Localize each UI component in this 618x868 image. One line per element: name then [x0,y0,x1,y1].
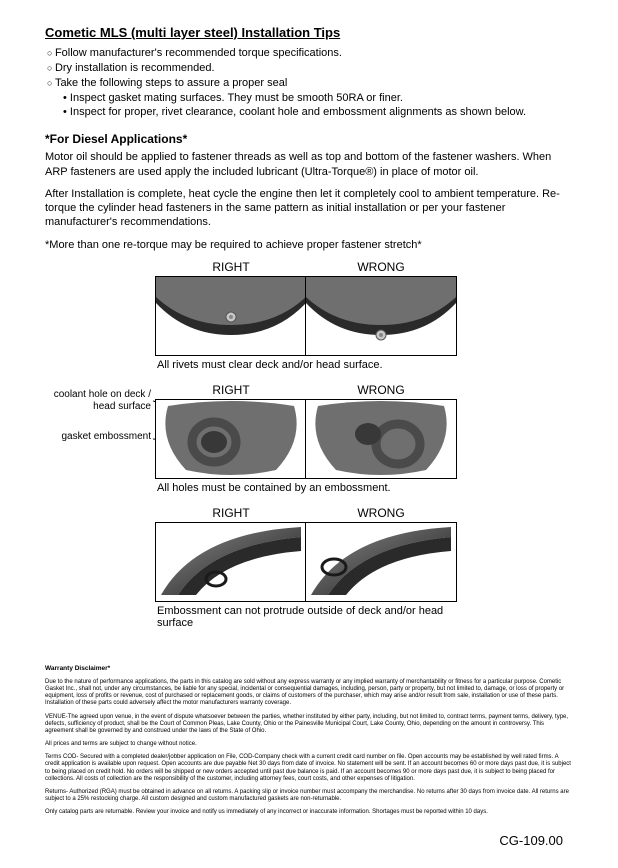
disclaimer-p: Due to the nature of performance applica… [45,679,573,708]
disclaimer-heading: Warranty Disclaimer* [45,665,573,673]
callout-emboss: gasket embossment [62,431,152,443]
disclaimer-p: Terms COD- Secured with a completed deal… [45,754,573,783]
diagram-caption: All rivets must clear deck and/or head s… [155,359,457,371]
diagram-row-3: RIGHT WRONG [45,506,573,635]
diagram-cell-wrong [306,400,456,478]
bullet-subitem: Inspect for proper, rivet clearance, coo… [45,105,573,120]
diesel-heading: *For Diesel Applications* [45,132,573,146]
diesel-p1: Motor oil should be applied to fastener … [45,150,573,179]
right-label: RIGHT [156,506,306,522]
wrong-label: WRONG [306,383,456,399]
diagram-cell-right [156,400,306,478]
diagram-cell-wrong [306,523,456,601]
diagram-caption: All holes must be contained by an emboss… [155,482,457,494]
disclaimer-p: Returns- Authorized (RGA) must be obtain… [45,789,573,803]
disclaimer-block: Warranty Disclaimer* Due to the nature o… [45,665,573,817]
diagram-cell-right [156,523,306,601]
wrong-label: WRONG [306,506,456,522]
disclaimer-p: All prices and terms are subject to chan… [45,741,573,748]
diagram-row-1: RIGHT WRONG [45,260,573,377]
diagram-caption: Embossment can not protrude outside of d… [155,605,457,629]
disclaimer-p: VENUE-The agreed upon venue, in the even… [45,714,573,736]
bullet-item: Follow manufacturer's recommended torque… [45,46,573,61]
callout-coolant: coolant hole on deck / head surface [45,389,151,413]
right-label: RIGHT [156,260,306,276]
bullet-item: Take the following steps to assure a pro… [45,76,573,91]
diagram-cell-wrong [306,277,456,355]
bullet-item: Dry installation is recommended. [45,61,573,76]
bullet-subitem: Inspect gasket mating surfaces. They mus… [45,91,573,106]
diagram-cell-right [156,277,306,355]
disclaimer-p: Only catalog parts are returnable. Revie… [45,809,573,816]
page-title: Cometic MLS (multi layer steel) Installa… [45,25,573,40]
page-footer: CG-109.00 [45,833,573,848]
bullet-list: Follow manufacturer's recommended torque… [45,46,573,120]
diesel-p3: *More than one re-torque may be required… [45,238,573,252]
wrong-label: WRONG [306,260,456,276]
diesel-p2: After Installation is complete, heat cyc… [45,187,573,230]
diagram-row-2: coolant hole on deck / head surface gask… [45,383,573,500]
